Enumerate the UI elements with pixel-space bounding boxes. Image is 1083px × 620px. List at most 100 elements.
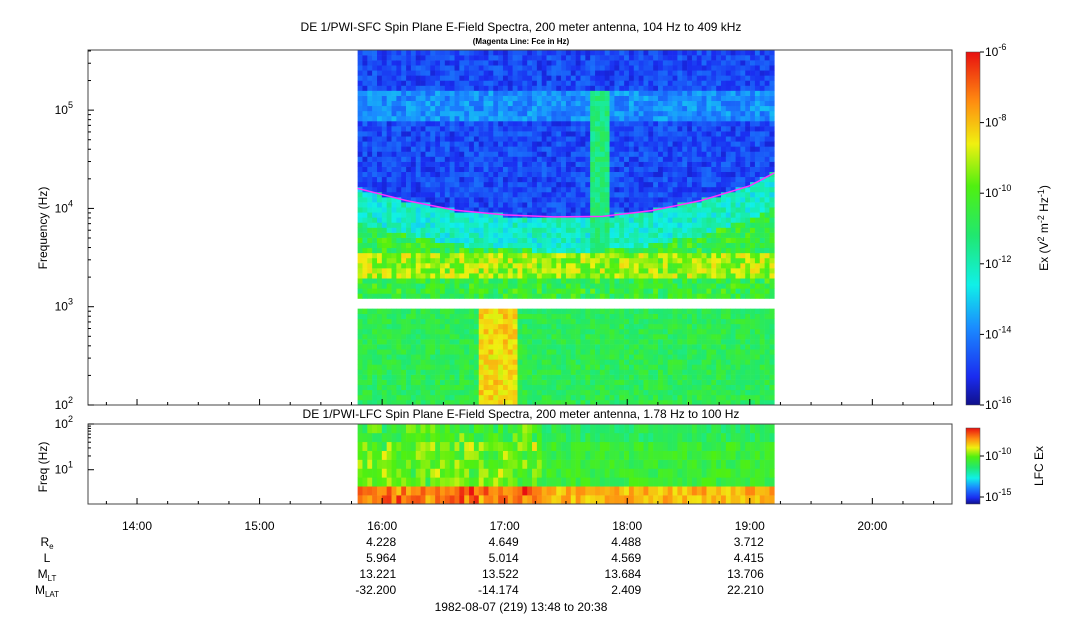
- sfc-cell: [507, 349, 513, 355]
- sfc-cell: [687, 328, 693, 335]
- sfc-cell: [522, 349, 528, 355]
- sfc-cell: [498, 171, 504, 178]
- sfc-cell: [696, 202, 702, 208]
- sfc-cell: [648, 212, 654, 218]
- sfc-cell: [396, 65, 402, 71]
- sfc-cell: [410, 100, 417, 107]
- sfc-cell: [565, 384, 572, 391]
- sfc-cell: [677, 349, 683, 355]
- sfc-cell: [507, 308, 513, 315]
- sfc-cell: [687, 232, 693, 238]
- sfc-cell: [425, 90, 431, 96]
- sfc-cell: [386, 247, 392, 254]
- sfc-cell: [381, 328, 387, 335]
- sfc-cell: [706, 212, 712, 218]
- sfc-cell: [357, 65, 363, 71]
- sfc-cell: [590, 141, 596, 147]
- sfc-cell: [711, 354, 717, 360]
- sfc-cell: [367, 227, 373, 233]
- sfc-cell: [430, 222, 436, 228]
- sfc-cell: [410, 80, 417, 86]
- sfc-cell: [362, 359, 368, 365]
- sfc-cell: [672, 237, 678, 244]
- sfc-cell: [459, 80, 465, 86]
- sfc-cell: [532, 339, 538, 345]
- sfc-cell: [706, 247, 712, 254]
- sfc-cell: [687, 247, 693, 254]
- sfc-cell: [662, 176, 669, 183]
- sfc-cell: [653, 55, 659, 61]
- sfc-cell: [556, 95, 562, 102]
- sfc-cell: [677, 308, 683, 315]
- sfc-cell: [696, 90, 702, 96]
- sfc-cell: [619, 399, 625, 406]
- sfc-cell: [527, 202, 533, 208]
- sfc-cell: [556, 399, 562, 406]
- sfc-cell: [561, 192, 567, 198]
- sfc-cell: [667, 268, 673, 274]
- sfc-cell: [469, 232, 475, 238]
- sfc-cell: [517, 207, 523, 213]
- sfc-cell: [687, 364, 693, 370]
- sfc-cell: [512, 293, 518, 299]
- sfc-cell: [406, 95, 412, 102]
- sfc-cell: [444, 399, 450, 406]
- sfc-cell: [541, 75, 547, 81]
- sfc-cell: [507, 394, 513, 401]
- sfc-cell: [599, 222, 606, 228]
- sfc-cell: [614, 242, 620, 249]
- sfc-cell: [614, 293, 620, 299]
- sfc-cell: [599, 232, 606, 238]
- sfc-cell: [658, 55, 664, 61]
- sfc-cell: [536, 339, 543, 345]
- sfc-cell: [502, 207, 509, 213]
- sfc-cell: [367, 197, 373, 203]
- sfc-cell: [425, 126, 431, 132]
- sfc-cell: [362, 318, 368, 325]
- sfc-cell: [696, 50, 702, 56]
- sfc-cell: [449, 186, 455, 193]
- sfc-cell: [396, 50, 402, 56]
- sfc-cell: [677, 313, 683, 320]
- sfc-cell: [565, 146, 572, 152]
- sfc-cell: [561, 374, 567, 380]
- sfc-cell: [541, 100, 547, 107]
- sfc-cell: [590, 389, 596, 396]
- sfc-cell: [691, 60, 698, 66]
- sfc-cell: [415, 268, 421, 274]
- sfc-cell: [556, 268, 562, 274]
- sfc-cell: [439, 80, 446, 86]
- sfc-cell: [493, 181, 499, 188]
- sfc-cell: [527, 90, 533, 96]
- sfc-cell: [638, 90, 644, 96]
- sfc-cell: [672, 95, 678, 102]
- sfc-cell: [425, 369, 431, 375]
- sfc-cell: [517, 70, 523, 76]
- sfc-cell: [565, 283, 572, 289]
- sfc-cell: [701, 156, 707, 162]
- sfc-cell: [415, 171, 421, 178]
- sfc-cell: [556, 161, 562, 167]
- sfc-cell: [522, 181, 528, 188]
- sfc-cell: [473, 161, 480, 167]
- sfc-cell: [624, 288, 630, 294]
- sfc-cell: [648, 344, 654, 350]
- sfc-cell: [357, 212, 363, 218]
- sfc-cell: [507, 65, 513, 71]
- sfc-cell: [420, 141, 426, 147]
- sfc-cell: [454, 288, 460, 294]
- sfc-cell: [478, 273, 484, 279]
- sfc-cell: [648, 323, 654, 330]
- sfc-cell: [609, 55, 615, 61]
- sfc-cell: [648, 166, 654, 173]
- sfc-cell: [498, 176, 504, 183]
- sfc-cell: [488, 344, 494, 350]
- sfc-cell: [473, 151, 480, 157]
- sfc-cell: [439, 126, 446, 132]
- sfc-cell: [619, 156, 625, 162]
- sfc-cell: [517, 50, 523, 56]
- sfc-cell: [502, 105, 509, 112]
- sfc-cell: [633, 181, 639, 188]
- sfc-cell: [662, 374, 669, 380]
- sfc-cell: [478, 222, 484, 228]
